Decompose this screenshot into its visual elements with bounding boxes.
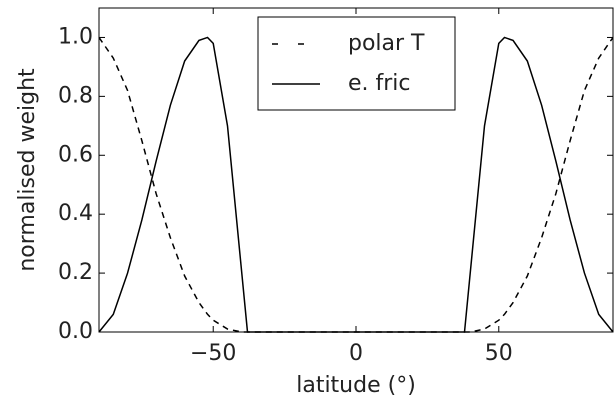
y-axis-label: normalised weight [15,68,40,272]
legend-label: e. fric [348,71,411,96]
legend-label: polar T [348,31,425,56]
legend-box [257,16,456,111]
y-tick-label: 0.6 [58,142,93,167]
x-axis-label: latitude (°) [296,373,416,398]
y-tick-label: 0.4 [58,201,93,226]
y-tick-label: 0.0 [58,319,93,344]
plot-frame [98,7,614,333]
y-tick-label: 0.8 [58,83,93,108]
x-tick-label: −50 [190,341,236,366]
y-tick-label: 1.0 [58,24,93,49]
x-tick-label: 50 [485,341,513,366]
y-tick-label: 0.2 [58,260,93,285]
x-tick-label: 0 [349,341,363,366]
